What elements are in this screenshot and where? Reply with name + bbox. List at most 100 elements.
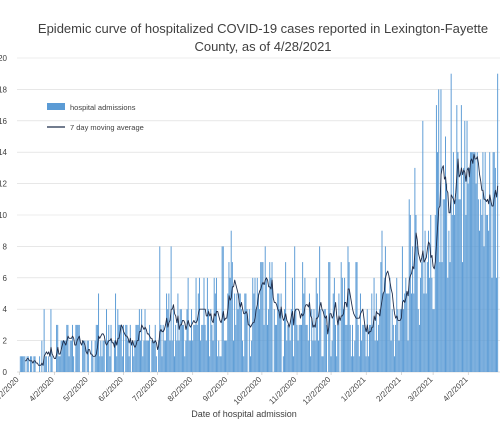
- bar-day-281: [336, 356, 338, 372]
- bar-day-391: [460, 105, 462, 372]
- bar-day-300: [357, 324, 359, 372]
- bar-day-38: [60, 340, 62, 372]
- bar-day-411: [483, 246, 485, 372]
- legend-label-hospital-admissions: hospital admissions: [70, 103, 136, 112]
- bar-day-384: [452, 152, 454, 372]
- bar-day-15: [34, 356, 36, 372]
- bar-day-320: [380, 262, 382, 372]
- bar-day-182: [223, 340, 225, 372]
- bar-day-169: [209, 356, 211, 372]
- bar-day-174: [214, 293, 216, 372]
- bar-day-29: [50, 309, 52, 372]
- bar-day-374: [441, 262, 443, 372]
- bar-day-370: [437, 152, 439, 372]
- bar-day-57: [82, 340, 84, 372]
- y-tick-label-4: 4: [3, 305, 8, 314]
- bar-day-114: [146, 340, 148, 372]
- bar-day-337: [399, 309, 401, 372]
- bar-day-153: [191, 309, 193, 372]
- bar-day-354: [418, 324, 420, 372]
- bar-day-36: [58, 356, 60, 372]
- bar-day-163: [202, 324, 204, 372]
- x-tick-label-9: 12/2/2020: [301, 375, 333, 407]
- bar-day-373: [440, 89, 442, 373]
- bar-day-324: [384, 246, 386, 372]
- bar-day-147: [184, 356, 186, 372]
- bar-day-193: [236, 293, 238, 372]
- bar-day-82: [110, 324, 112, 372]
- bar-day-226: [273, 309, 275, 372]
- bar-day-230: [278, 293, 280, 372]
- y-tick-label-20: 20: [0, 54, 8, 63]
- bar-day-405: [476, 152, 478, 372]
- x-tick-label-2: 5/2/2020: [61, 375, 90, 404]
- bar-day-262: [314, 340, 316, 372]
- bar-day-294: [350, 356, 352, 372]
- bar-day-48: [71, 324, 73, 372]
- bar-day-5: [23, 356, 25, 372]
- bar-day-417: [490, 199, 492, 372]
- bar-day-11: [30, 356, 32, 372]
- bar-day-329: [390, 340, 392, 372]
- bar-day-111: [143, 340, 145, 372]
- bar-day-358: [423, 293, 425, 372]
- bar-day-280: [335, 324, 336, 372]
- bar-day-110: [142, 356, 144, 372]
- bar-day-291: [347, 246, 349, 372]
- bar-day-150: [187, 277, 189, 372]
- bar-day-227: [274, 324, 276, 372]
- bar-day-422: [496, 277, 497, 372]
- bar-day-246: [296, 324, 298, 372]
- bar-day-40: [62, 340, 64, 372]
- bar-day-207: [252, 277, 254, 372]
- chart-title-line-2: County, as of 4/28/2021: [194, 39, 331, 54]
- bar-day-392: [462, 262, 463, 372]
- bar-day-415: [488, 230, 490, 372]
- bar-day-25: [45, 356, 47, 372]
- bar-day-322: [382, 293, 384, 372]
- bar-day-221: [268, 309, 270, 372]
- bar-day-104: [135, 324, 137, 372]
- bar-day-92: [121, 356, 123, 372]
- x-tick-label-0: 3/2/2020: [0, 375, 21, 404]
- bar-day-14: [33, 356, 35, 372]
- bar-day-368: [434, 215, 436, 372]
- bar-day-212: [257, 293, 259, 372]
- bar-day-9: [27, 356, 29, 372]
- bar-day-103: [134, 340, 136, 372]
- bar-day-349: [413, 293, 415, 372]
- bar-day-190: [232, 340, 234, 372]
- bar-day-363: [429, 277, 431, 372]
- bar-day-401: [472, 152, 474, 372]
- bar-day-412: [484, 152, 486, 372]
- bar-day-243: [293, 356, 295, 372]
- legend-label-7-day-moving-average: 7 day moving average: [70, 123, 144, 132]
- bar-day-107: [138, 309, 140, 372]
- bar-day-66: [92, 356, 94, 372]
- bar-day-252: [303, 293, 305, 372]
- bar-day-383: [451, 215, 453, 372]
- y-tick-label-8: 8: [3, 242, 8, 251]
- bar-day-264: [316, 293, 318, 372]
- bar-day-43: [66, 324, 68, 372]
- bar-day-93: [123, 324, 124, 372]
- bar-day-260: [312, 340, 314, 372]
- bar-day-386: [455, 199, 457, 372]
- bar-day-113: [145, 340, 147, 372]
- bar-day-288: [344, 277, 346, 372]
- bar-day-71: [98, 293, 100, 372]
- bar-day-45: [68, 356, 70, 372]
- bar-day-217: [263, 324, 265, 372]
- bar-day-121: [154, 324, 156, 372]
- bar-day-253: [304, 277, 306, 372]
- bar-day-245: [295, 309, 297, 372]
- bar-day-23: [43, 309, 45, 372]
- bar-day-183: [225, 340, 227, 372]
- bar-day-54: [78, 324, 80, 372]
- bar-day-357: [422, 120, 424, 372]
- bar-day-268: [321, 356, 323, 372]
- bar-day-74: [101, 356, 103, 372]
- bar-day-4: [22, 356, 24, 372]
- x-tick-label-5: 8/2/2020: [166, 375, 195, 404]
- bar-day-347: [410, 293, 412, 372]
